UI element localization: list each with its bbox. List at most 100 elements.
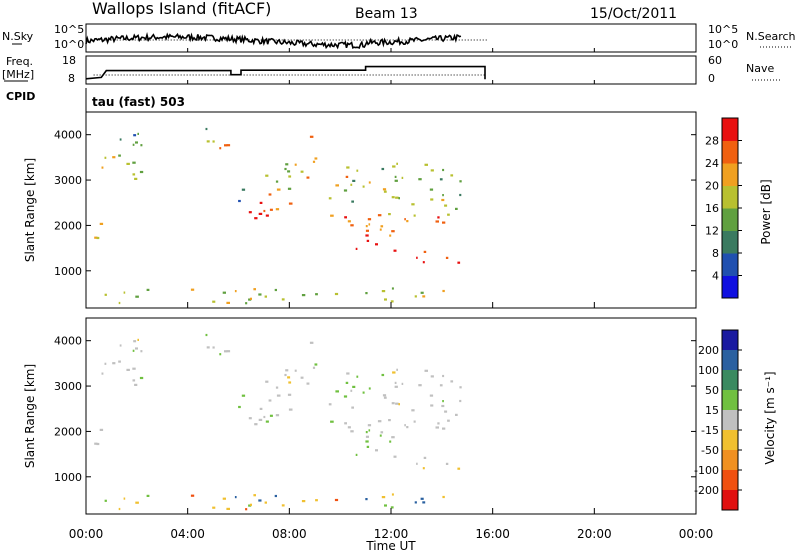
- velocity-cbar-tick: -100: [694, 464, 719, 477]
- power-cell: [96, 236, 100, 240]
- freq-tick-bottom: 8: [68, 72, 75, 85]
- time-tick-label: 20:00: [577, 527, 612, 541]
- range-tick-label: 4000: [54, 335, 82, 348]
- power-ylabel: Slant Range [km]: [23, 158, 37, 262]
- power-cell: [118, 154, 121, 157]
- power-cell: [442, 289, 445, 293]
- velocity-panel: [85, 317, 697, 515]
- power-cell: [384, 298, 387, 301]
- velocity-cell: [383, 396, 387, 399]
- velocity-cell: [104, 499, 107, 502]
- power-cell: [379, 228, 382, 231]
- velocity-cell: [367, 424, 372, 427]
- velocity-cbar-tick: 50: [705, 384, 719, 397]
- power-cell: [245, 302, 248, 305]
- velocity-cell: [132, 367, 136, 370]
- power-cell: [365, 229, 369, 232]
- velocity-cell: [429, 394, 434, 397]
- power-panel-data: [94, 127, 462, 305]
- velocity-cell: [265, 380, 269, 383]
- power-cell: [253, 288, 256, 291]
- velocity-cell: [392, 371, 396, 374]
- power-cell: [367, 218, 372, 221]
- power-cell: [422, 261, 425, 264]
- nsearch-label: N.Search: [746, 30, 796, 43]
- power-cell: [238, 199, 241, 203]
- velocity-cell: [442, 400, 444, 403]
- power-cell: [219, 147, 222, 150]
- power-cell: [140, 144, 143, 147]
- velocity-cbar-tick: 200: [698, 344, 719, 357]
- power-cell: [391, 287, 394, 290]
- velocity-cell: [140, 350, 143, 353]
- power-cell: [389, 234, 392, 237]
- velocity-cell: [423, 456, 427, 459]
- power-range-ticks: 1000 2000 3000 4000: [54, 129, 696, 278]
- velocity-cell: [226, 350, 231, 353]
- power-cbar-tick: 16: [705, 202, 719, 215]
- velocity-cell: [398, 403, 400, 406]
- power-cell: [104, 156, 107, 159]
- velocity-cell: [212, 506, 216, 509]
- velocity-cell: [375, 449, 378, 452]
- nsky-trace: [85, 32, 462, 50]
- velocity-cell: [222, 497, 226, 500]
- velocity-cell: [424, 369, 428, 372]
- power-cell: [362, 185, 365, 188]
- velocity-cell: [238, 405, 241, 409]
- velocity-cell: [328, 403, 332, 406]
- power-cell: [377, 214, 382, 217]
- velocity-cell: [422, 467, 425, 470]
- power-cell: [368, 181, 371, 184]
- velocity-cell: [380, 431, 384, 434]
- velocity-cell: [294, 369, 297, 372]
- power-cell: [365, 225, 368, 228]
- velocity-cell: [309, 341, 314, 344]
- power-cell: [334, 292, 339, 296]
- velocity-cell: [118, 507, 121, 511]
- velocity-cell: [391, 436, 395, 439]
- power-cell: [394, 179, 398, 182]
- power-cell: [248, 211, 252, 214]
- velocity-cell: [315, 499, 318, 502]
- velocity-cell: [146, 494, 150, 497]
- velocity-cell: [259, 407, 263, 410]
- velocity-cell: [377, 420, 382, 423]
- power-cell: [132, 161, 136, 164]
- range-tick-label: 1000: [54, 471, 82, 484]
- velocity-cell: [126, 368, 130, 371]
- range-tick-label: 3000: [54, 380, 82, 393]
- time-tick-label: 08:00: [272, 527, 307, 541]
- power-cell: [288, 175, 292, 178]
- velocity-cell: [205, 333, 208, 337]
- nsky-tick-top: 10^5: [54, 23, 84, 36]
- velocity-cell: [241, 394, 246, 397]
- velocity-cell: [445, 462, 449, 465]
- power-colorbar: 4 8 12 16 20 24 28: [705, 117, 742, 299]
- power-cell: [312, 160, 316, 163]
- velocity-cell: [132, 379, 136, 382]
- power-cell: [392, 165, 396, 168]
- power-cell: [226, 301, 230, 304]
- power-cell: [365, 292, 368, 295]
- velocity-cell: [442, 427, 446, 430]
- velocity-cell: [420, 497, 424, 500]
- power-cell: [274, 288, 277, 292]
- velocity-cell: [391, 493, 394, 496]
- velocity-cell: [288, 408, 293, 411]
- power-cell: [343, 189, 348, 192]
- velocity-range-ticks: 1000 2000 3000 4000: [54, 335, 696, 484]
- range-tick-label: 3000: [54, 174, 82, 187]
- power-cell: [248, 298, 252, 301]
- power-cell: [206, 140, 210, 143]
- velocity-cell: [133, 340, 137, 343]
- velocity-cell: [362, 391, 365, 394]
- nave-tick-top: 60: [708, 54, 722, 67]
- power-cell: [135, 295, 139, 298]
- power-cell: [352, 179, 356, 182]
- velocity-cell: [190, 494, 195, 497]
- velocity-cell: [418, 384, 422, 387]
- range-tick-label: 4000: [54, 129, 82, 142]
- velocity-cbar-label: Velocity [m s⁻¹]: [763, 371, 777, 464]
